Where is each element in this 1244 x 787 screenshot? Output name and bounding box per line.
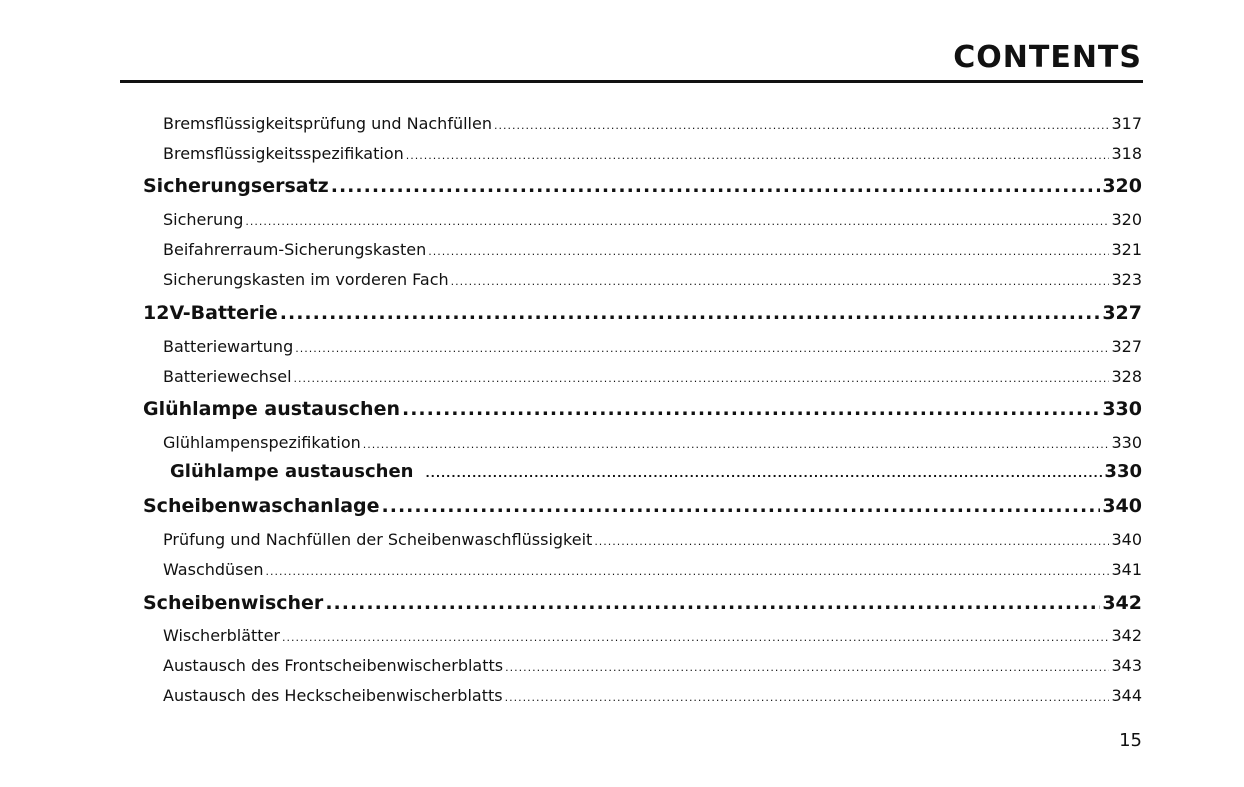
toc-subsection-entry[interactable]: Glühlampenspezifikation 330	[0, 433, 1142, 452]
toc-subsection-entry[interactable]: Sicherung 320	[0, 210, 1142, 229]
entry-title: Glühlampe austauschen	[143, 398, 400, 420]
toc-subsection-entry[interactable]: Sicherungskasten im vorderen Fach 323	[0, 270, 1142, 289]
entry-title: Sicherungskasten im vorderen Fach	[163, 270, 449, 289]
entry-page-number: 344	[1111, 686, 1142, 705]
entry-title: Sicherung	[163, 210, 244, 229]
toc-section-entry[interactable]: 12V-Batterie 327	[0, 302, 1142, 324]
entry-page-number: 340	[1102, 495, 1142, 517]
entry-page-number: 343	[1111, 656, 1142, 675]
toc-subsection-entry[interactable]: Prüfung und Nachfüllen der Scheibenwasch…	[0, 530, 1142, 549]
dot-leader	[425, 467, 1102, 480]
entry-title: Batteriewartung	[163, 337, 294, 356]
dot-leader	[266, 565, 1110, 578]
dot-leader	[363, 438, 1110, 451]
entry-page-number: 330	[1102, 398, 1142, 420]
dot-leader	[382, 495, 1101, 517]
dot-leader	[282, 631, 1109, 644]
dot-leader	[294, 372, 1110, 385]
toc-subsection-entry[interactable]: Batteriewechsel 328	[0, 367, 1142, 386]
entry-page-number: 320	[1111, 210, 1142, 229]
entry-page-number: 318	[1111, 144, 1142, 163]
toc-section-entry[interactable]: Glühlampe austauschen 330	[0, 398, 1142, 420]
entry-page-number: 330	[1104, 461, 1142, 482]
dot-leader	[428, 245, 1109, 258]
entry-title: 12V-Batterie	[143, 302, 278, 324]
toc-subsection-entry[interactable]: Wischerblätter 342	[0, 626, 1142, 645]
toc-section-entry[interactable]: Scheibenwischer 342	[0, 592, 1142, 614]
header-rule	[120, 80, 1143, 83]
dot-leader	[406, 149, 1110, 162]
entry-title: Glühlampenspezifikation	[163, 433, 361, 452]
entry-title: Austausch des Heckscheibenwischerblatts	[163, 686, 503, 705]
entry-title: Scheibenwaschanlage	[143, 495, 380, 517]
entry-title: Austausch des Frontscheibenwischerblatts	[163, 656, 504, 675]
toc-subsection-entry[interactable]: Beifahrerraum-Sicherungskasten 321	[0, 240, 1142, 259]
entry-title: Glühlampe austauschen	[170, 461, 414, 482]
dot-leader	[331, 175, 1101, 197]
entry-page-number: 330	[1111, 433, 1142, 452]
dot-leader	[505, 661, 1109, 674]
entry-page-number: 321	[1111, 240, 1142, 259]
toc-subsection-entry[interactable]: Glühlampe austauschen 330	[0, 461, 1142, 482]
toc-subsection-entry[interactable]: Bremsflüssigkeitsprüfung und Nachfüllen 3…	[0, 114, 1142, 133]
page-title: CONTENTS	[953, 40, 1142, 75]
dot-leader	[295, 342, 1109, 355]
entry-page-number: 320	[1102, 175, 1142, 197]
entry-title: Waschdüsen	[163, 560, 264, 579]
entry-title: Beifahrerraum-Sicherungskasten	[163, 240, 427, 259]
entry-title: Scheibenwischer	[143, 592, 324, 614]
toc-subsection-entry[interactable]: Bremsflüssigkeitsspezifikation 318	[0, 144, 1142, 163]
dot-leader	[245, 215, 1109, 228]
entry-title: Wischerblätter	[163, 626, 280, 645]
entry-page-number: 341	[1111, 560, 1142, 579]
dot-leader	[402, 398, 1100, 420]
dot-leader	[494, 119, 1109, 132]
entry-page-number: 327	[1102, 302, 1142, 324]
toc-subsection-entry[interactable]: Waschdüsen 341	[0, 560, 1142, 579]
entry-title: Batteriewechsel	[163, 367, 292, 386]
entry-page-number: 328	[1111, 367, 1142, 386]
toc-subsection-entry[interactable]: Batteriewartung 327	[0, 337, 1142, 356]
dot-leader	[451, 275, 1110, 288]
entry-page-number: 342	[1102, 592, 1142, 614]
entry-title: Bremsflüssigkeitsspezifikation	[163, 144, 404, 163]
toc-section-entry[interactable]: Scheibenwaschanlage 340	[0, 495, 1142, 517]
dot-leader	[325, 592, 1100, 614]
toc-section-entry[interactable]: Sicherungsersatz 320	[0, 175, 1142, 197]
entry-page-number: 340	[1111, 530, 1142, 549]
page-number: 15	[1119, 730, 1142, 751]
entry-page-number: 342	[1111, 626, 1142, 645]
toc-subsection-entry[interactable]: Austausch des Frontscheibenwischerblatts…	[0, 656, 1142, 675]
entry-title: Bremsflüssigkeitsprüfung und Nachfüllen	[163, 114, 492, 133]
dot-leader	[505, 691, 1110, 704]
toc-subsection-entry[interactable]: Austausch des Heckscheibenwischerblatts 3…	[0, 686, 1142, 705]
dot-leader	[280, 302, 1101, 324]
entry-title: Sicherungsersatz	[143, 175, 329, 197]
entry-page-number: 323	[1111, 270, 1142, 289]
entry-page-number: 327	[1111, 337, 1142, 356]
entry-page-number: 317	[1111, 114, 1142, 133]
dot-leader	[594, 535, 1109, 548]
entry-title: Prüfung und Nachfüllen der Scheibenwasch…	[163, 530, 593, 549]
